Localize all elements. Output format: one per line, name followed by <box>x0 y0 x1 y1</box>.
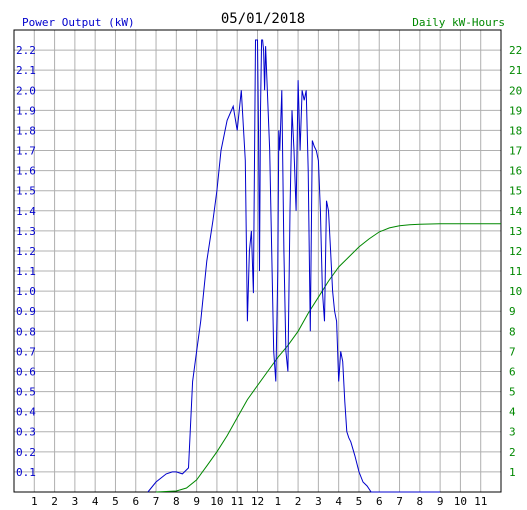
left-tick-label: 2.2 <box>16 44 36 57</box>
x-tick-label: 2 <box>295 495 302 508</box>
right-tick-label: 11 <box>509 265 522 278</box>
right-tick-label: 2 <box>509 446 516 459</box>
left-tick-label: 1.9 <box>16 104 36 117</box>
x-tick-label: 10 <box>210 495 223 508</box>
left-axis-title: Power Output (kW) <box>22 16 135 29</box>
x-tick-label: 11 <box>474 495 487 508</box>
left-tick-label: 1.5 <box>16 185 36 198</box>
left-tick-label: 1.8 <box>16 124 36 137</box>
x-tick-label: 2 <box>51 495 58 508</box>
chart-title: 05/01/2018 <box>221 11 305 27</box>
x-tick-label: 9 <box>193 495 200 508</box>
left-tick-label: 1.6 <box>16 165 36 178</box>
right-tick-label: 19 <box>509 104 522 117</box>
left-tick-label: 1.4 <box>16 205 36 218</box>
grid-lines <box>14 30 501 492</box>
left-tick-label: 0.7 <box>16 345 36 358</box>
x-tick-label: 7 <box>153 495 160 508</box>
left-tick-label: 0.1 <box>16 466 36 479</box>
x-tick-label: 12 <box>251 495 264 508</box>
right-tick-label: 4 <box>509 406 516 419</box>
left-tick-label: 0.8 <box>16 325 36 338</box>
right-tick-label: 16 <box>509 165 522 178</box>
x-tick-label: 1 <box>274 495 281 508</box>
left-tick-label: 1.7 <box>16 145 36 158</box>
left-tick-label: 1.2 <box>16 245 36 258</box>
x-tick-label: 1 <box>31 495 38 508</box>
right-tick-label: 17 <box>509 145 522 158</box>
right-tick-label: 12 <box>509 245 522 258</box>
plot-area <box>13 29 502 493</box>
right-tick-label: 5 <box>509 386 516 399</box>
x-tick-label: 3 <box>315 495 322 508</box>
left-tick-label: 0.2 <box>16 446 36 459</box>
left-tick-label: 0.9 <box>16 305 36 318</box>
daily-kwh-series-line <box>155 223 501 493</box>
x-tick-label: 7 <box>396 495 403 508</box>
x-tick-label: 8 <box>417 495 424 508</box>
x-tick-label: 3 <box>72 495 79 508</box>
left-tick-label: 0.3 <box>16 426 36 439</box>
right-tick-label: 8 <box>509 325 516 338</box>
right-axis-title: Daily kW-Hours <box>412 16 505 29</box>
right-tick-label: 18 <box>509 124 522 137</box>
right-tick-label: 9 <box>509 305 516 318</box>
x-tick-label: 8 <box>173 495 180 508</box>
right-tick-label: 3 <box>509 426 516 439</box>
x-tick-label: 4 <box>335 495 342 508</box>
left-tick-label: 1.1 <box>16 265 36 278</box>
left-tick-label: 2.0 <box>16 84 36 97</box>
right-tick-label: 21 <box>509 64 522 77</box>
x-tick-label: 6 <box>376 495 383 508</box>
x-tick-label: 5 <box>112 495 119 508</box>
x-tick-label: 9 <box>437 495 444 508</box>
left-tick-label: 1.0 <box>16 285 36 298</box>
left-tick-label: 0.5 <box>16 386 36 399</box>
right-tick-label: 10 <box>509 285 522 298</box>
right-tick-label: 6 <box>509 365 516 378</box>
left-tick-label: 0.4 <box>16 406 36 419</box>
left-tick-label: 0.6 <box>16 365 36 378</box>
x-tick-labels: 1 2 3 4 5 6 7 8 9 10 11 12 1 2 3 4 5 6 7 8 9 10 11 <box>31 495 487 508</box>
right-tick-label: 15 <box>509 185 522 198</box>
right-tick-label: 14 <box>509 205 523 218</box>
x-tick-label: 10 <box>454 495 467 508</box>
x-tick-label: 11 <box>231 495 244 508</box>
x-tick-label: 4 <box>92 495 99 508</box>
left-tick-label: 2.1 <box>16 64 36 77</box>
power-output-series-line <box>147 39 441 493</box>
x-tick-label: 6 <box>132 495 139 508</box>
right-tick-label: 20 <box>509 84 522 97</box>
x-tick-label: 5 <box>356 495 363 508</box>
right-tick-label: 22 <box>509 44 522 57</box>
right-tick-label: 1 <box>509 466 516 479</box>
right-tick-label: 13 <box>509 225 522 238</box>
left-tick-labels: 0.1 0.2 0.3 0.4 0.5 0.6 0.7 0.8 0.9 1.0 1.1 1.2 1.3 1… <box>16 44 36 479</box>
right-tick-label: 7 <box>509 345 516 358</box>
left-tick-label: 1.3 <box>16 225 36 238</box>
